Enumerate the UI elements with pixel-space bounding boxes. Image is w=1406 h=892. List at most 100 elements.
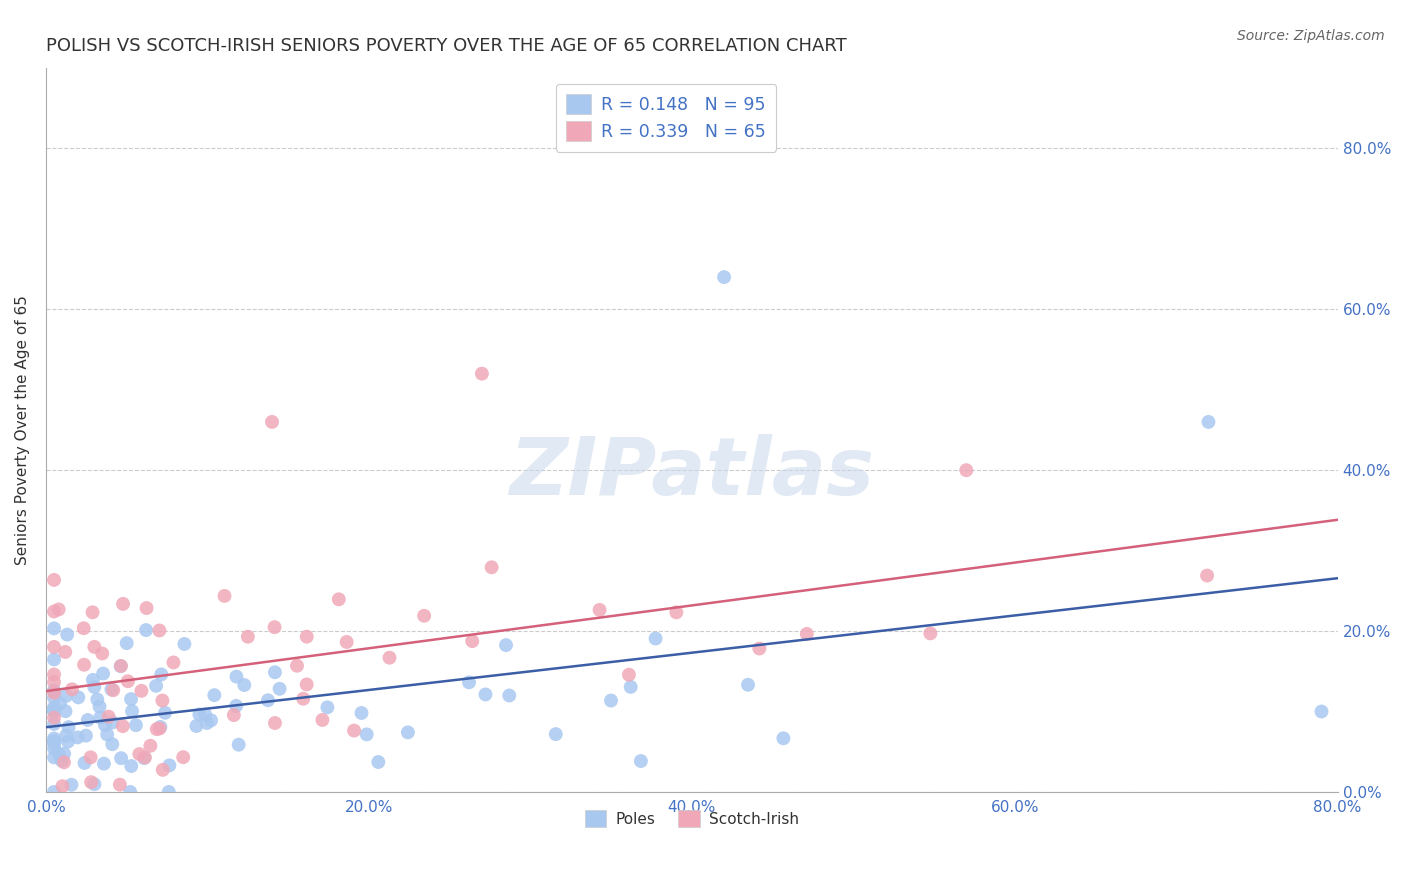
Point bbox=[471, 367, 494, 381]
Point bbox=[108, 778, 131, 792]
Point bbox=[83, 640, 105, 654]
Point bbox=[665, 605, 688, 619]
Point bbox=[132, 751, 155, 765]
Point bbox=[128, 747, 150, 761]
Point bbox=[42, 690, 65, 705]
Point bbox=[458, 675, 481, 690]
Point bbox=[110, 659, 132, 673]
Point bbox=[42, 573, 65, 587]
Point bbox=[110, 751, 132, 765]
Point bbox=[955, 463, 977, 477]
Point bbox=[135, 601, 157, 615]
Point bbox=[89, 710, 111, 724]
Point bbox=[42, 702, 65, 716]
Point bbox=[295, 630, 318, 644]
Point bbox=[48, 747, 70, 762]
Legend: Poles, Scotch-Irish: Poles, Scotch-Irish bbox=[578, 802, 807, 835]
Point bbox=[53, 645, 76, 659]
Point bbox=[630, 754, 652, 768]
Point bbox=[51, 779, 73, 793]
Point bbox=[56, 734, 79, 748]
Point bbox=[76, 713, 98, 727]
Point bbox=[264, 665, 287, 680]
Point bbox=[42, 684, 65, 698]
Point bbox=[343, 723, 366, 738]
Point bbox=[162, 656, 184, 670]
Point bbox=[796, 627, 818, 641]
Point bbox=[42, 621, 65, 635]
Point bbox=[367, 755, 389, 769]
Point bbox=[772, 731, 794, 746]
Point bbox=[75, 729, 97, 743]
Point bbox=[257, 693, 280, 707]
Point bbox=[111, 719, 134, 733]
Point bbox=[214, 589, 236, 603]
Point bbox=[110, 659, 132, 673]
Point bbox=[152, 763, 174, 777]
Point bbox=[48, 602, 70, 616]
Point bbox=[195, 716, 218, 731]
Point bbox=[495, 638, 517, 652]
Point bbox=[173, 637, 195, 651]
Point bbox=[49, 696, 72, 710]
Point bbox=[295, 677, 318, 691]
Point bbox=[131, 683, 153, 698]
Point bbox=[225, 670, 247, 684]
Point bbox=[97, 709, 120, 723]
Point bbox=[86, 692, 108, 706]
Point bbox=[228, 738, 250, 752]
Point bbox=[285, 658, 308, 673]
Point bbox=[186, 719, 208, 733]
Point bbox=[42, 731, 65, 746]
Text: ZIPatlas: ZIPatlas bbox=[509, 434, 875, 512]
Point bbox=[93, 756, 115, 771]
Point bbox=[42, 652, 65, 666]
Point bbox=[269, 681, 291, 696]
Point bbox=[82, 673, 104, 687]
Point bbox=[260, 415, 283, 429]
Y-axis label: Seniors Poverty Over the Age of 65: Seniors Poverty Over the Age of 65 bbox=[15, 295, 30, 565]
Point bbox=[544, 727, 567, 741]
Point bbox=[1310, 705, 1333, 719]
Point bbox=[125, 718, 148, 732]
Point bbox=[82, 605, 104, 619]
Point bbox=[1198, 415, 1220, 429]
Point bbox=[292, 691, 315, 706]
Point bbox=[73, 621, 96, 635]
Point bbox=[134, 750, 156, 764]
Point bbox=[121, 704, 143, 718]
Point bbox=[83, 777, 105, 791]
Point bbox=[713, 270, 735, 285]
Point bbox=[89, 699, 111, 714]
Point bbox=[600, 693, 623, 707]
Text: POLISH VS SCOTCH-IRISH SENIORS POVERTY OVER THE AGE OF 65 CORRELATION CHART: POLISH VS SCOTCH-IRISH SENIORS POVERTY O… bbox=[46, 37, 846, 55]
Point bbox=[42, 785, 65, 799]
Point bbox=[42, 734, 65, 748]
Point bbox=[51, 754, 73, 768]
Point bbox=[172, 750, 194, 764]
Point bbox=[498, 689, 520, 703]
Point bbox=[120, 692, 142, 706]
Point bbox=[139, 739, 162, 753]
Point bbox=[153, 706, 176, 720]
Point bbox=[100, 682, 122, 697]
Point bbox=[42, 640, 65, 654]
Point bbox=[378, 650, 401, 665]
Point bbox=[148, 722, 170, 736]
Point bbox=[42, 741, 65, 756]
Text: Source: ZipAtlas.com: Source: ZipAtlas.com bbox=[1237, 29, 1385, 43]
Point bbox=[157, 758, 180, 772]
Point bbox=[73, 756, 96, 770]
Point bbox=[316, 700, 339, 714]
Point bbox=[350, 706, 373, 720]
Point bbox=[135, 623, 157, 637]
Point bbox=[67, 690, 90, 705]
Point bbox=[474, 688, 496, 702]
Point bbox=[55, 704, 77, 718]
Point bbox=[91, 666, 114, 681]
Point bbox=[1197, 568, 1219, 582]
Point bbox=[356, 727, 378, 741]
Point bbox=[42, 667, 65, 681]
Point bbox=[461, 634, 484, 648]
Point bbox=[150, 667, 173, 681]
